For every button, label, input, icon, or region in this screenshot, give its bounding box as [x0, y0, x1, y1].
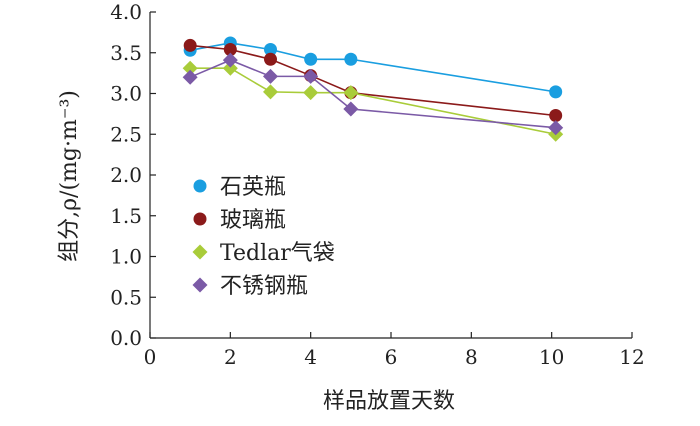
data-point: [263, 68, 278, 84]
x-tick-label: 10: [539, 345, 564, 369]
x-tick-label: 0: [144, 345, 157, 369]
legend-label: Tedlar气袋: [220, 241, 335, 266]
data-point: [344, 52, 358, 66]
data-point: [343, 85, 359, 101]
legend-marker: [192, 244, 208, 260]
data-point: [223, 42, 237, 56]
y-tick-label: 3.5: [110, 41, 142, 65]
x-tick-label: 6: [385, 345, 398, 369]
data-point: [182, 69, 198, 85]
series-2: [182, 60, 564, 142]
x-tick-label: 2: [224, 345, 237, 369]
data-point: [263, 84, 278, 100]
y-tick-label: 4.0: [110, 0, 142, 24]
series-3: [182, 52, 564, 136]
y-tick-label: 2.0: [110, 163, 142, 187]
data-point: [182, 60, 198, 76]
y-axis-title: 组分,ρ/(mg·m⁻³): [57, 90, 82, 262]
series-line: [190, 44, 556, 117]
data-point: [343, 101, 359, 117]
data-point: [549, 85, 563, 99]
data-point: [303, 85, 319, 101]
data-point: [183, 38, 197, 52]
data-point: [222, 60, 238, 76]
legend-marker: [192, 277, 208, 293]
data-point: [549, 109, 563, 123]
legend-label: 玻璃瓶: [220, 208, 286, 233]
x-tick-label: 8: [465, 345, 478, 369]
y-tick-label: 1.5: [110, 204, 142, 228]
legend-marker: [193, 179, 207, 193]
series-line: [189, 59, 556, 129]
data-point: [264, 52, 277, 66]
legend-label: 石英瓶: [220, 175, 286, 200]
y-tick-label: 3.0: [110, 82, 142, 106]
x-axis-title: 样品放置天数: [323, 389, 455, 414]
data-point: [303, 68, 319, 84]
data-point: [304, 52, 318, 66]
data-point: [264, 42, 277, 56]
y-tick-label: 1.0: [110, 245, 142, 269]
legend-marker: [193, 212, 207, 226]
legend-label: 不锈钢瓶: [220, 274, 308, 299]
y-tick-label: 2.5: [110, 122, 142, 146]
series-0: [183, 36, 563, 99]
y-tick-label: 0.5: [110, 285, 142, 309]
data-point: [548, 120, 564, 136]
series-layer: [182, 36, 564, 142]
y-tick-label: 0.0: [110, 326, 142, 350]
axes: 0.0 0.5 1.0 1.5 2.0 2.5 3.0 3.5 4.0 0 2 4 6 8 10 12: [110, 0, 645, 369]
x-tick-label: 4: [304, 345, 317, 369]
data-point: [222, 52, 238, 68]
series-1: [183, 38, 563, 123]
series-line: [190, 67, 556, 136]
x-tick-label: 12: [619, 345, 644, 369]
series-line: [190, 42, 556, 93]
